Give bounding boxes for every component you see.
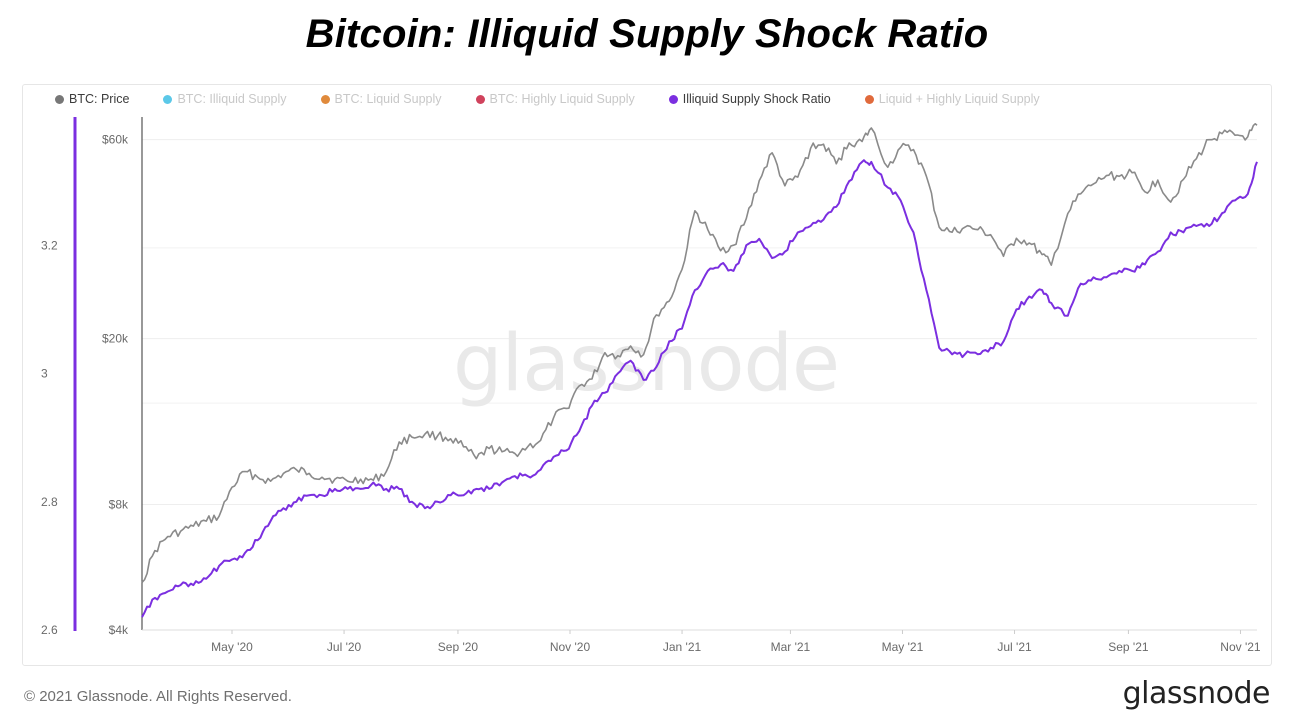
legend-dot-icon [668,94,678,104]
btc-price-line [141,123,1258,584]
chart-panel: BTC: Price BTC: Illiquid Supply BTC: Liqui… [22,84,1272,666]
x-tick-label: Mar '21 [771,640,811,654]
y-tick-ratio: 2.6 [41,623,58,637]
x-tick-label: Sep '21 [1108,640,1149,654]
legend-label: BTC: Liquid Supply [334,92,442,106]
legend-item[interactable]: BTC: Liquid Supply [320,92,442,106]
x-tick-label: Nov '21 [1220,640,1261,654]
glassnode-logo: glassnode [1122,676,1271,711]
legend-item[interactable]: BTC: Highly Liquid Supply [475,92,635,106]
supply-shock-ratio-line [141,159,1258,618]
y-tick-price: $4k [109,623,129,637]
x-tick-label: Jul '21 [997,640,1032,654]
y-tick-ratio: 3 [41,367,48,381]
x-tick-label: May '21 [882,640,924,654]
x-tick-label: Jul '20 [327,640,362,654]
legend-label: BTC: Highly Liquid Supply [489,92,635,106]
y-tick-price: $20k [102,332,129,346]
legend-dot-icon [320,94,330,104]
copyright-text: © 2021 Glassnode. All Rights Reserved. [24,688,292,705]
chart-legend: BTC: Price BTC: Illiquid Supply BTC: Liqui… [55,92,1074,106]
chart-title: Bitcoin: Illiquid Supply Shock Ratio [305,12,989,56]
chart-plot: glassnode 3.2 3 2.8 2.6 $60k $20k $8k $4k May '20… [41,117,1261,654]
legend-item[interactable]: Liquid + Highly Liquid Supply [864,92,1040,106]
x-tick-label: Nov '20 [550,640,591,654]
legend-label: Illiquid Supply Shock Ratio [682,92,831,106]
y-tick-price: $8k [109,497,129,511]
x-tick-label: Jan '21 [663,640,702,654]
legend-dot-icon [163,94,173,104]
y-tick-ratio: 3.2 [41,238,58,252]
legend-label: BTC: Price [69,92,130,106]
y-tick-price: $60k [102,133,129,147]
y-tick-ratio: 2.8 [41,495,58,509]
x-tick-label: Sep '20 [438,640,479,654]
legend-item[interactable]: BTC: Illiquid Supply [163,92,287,106]
legend-dot-icon [864,94,874,104]
watermark-text: glassnode [453,319,839,409]
legend-item[interactable]: Illiquid Supply Shock Ratio [668,92,831,106]
legend-item[interactable]: BTC: Price [55,92,129,106]
legend-dot-icon [475,94,485,104]
legend-dot-icon [55,94,64,104]
legend-label: Liquid + Highly Liquid Supply [878,92,1040,106]
x-tick-label: May '20 [211,640,253,654]
legend-label: BTC: Illiquid Supply [177,92,287,106]
